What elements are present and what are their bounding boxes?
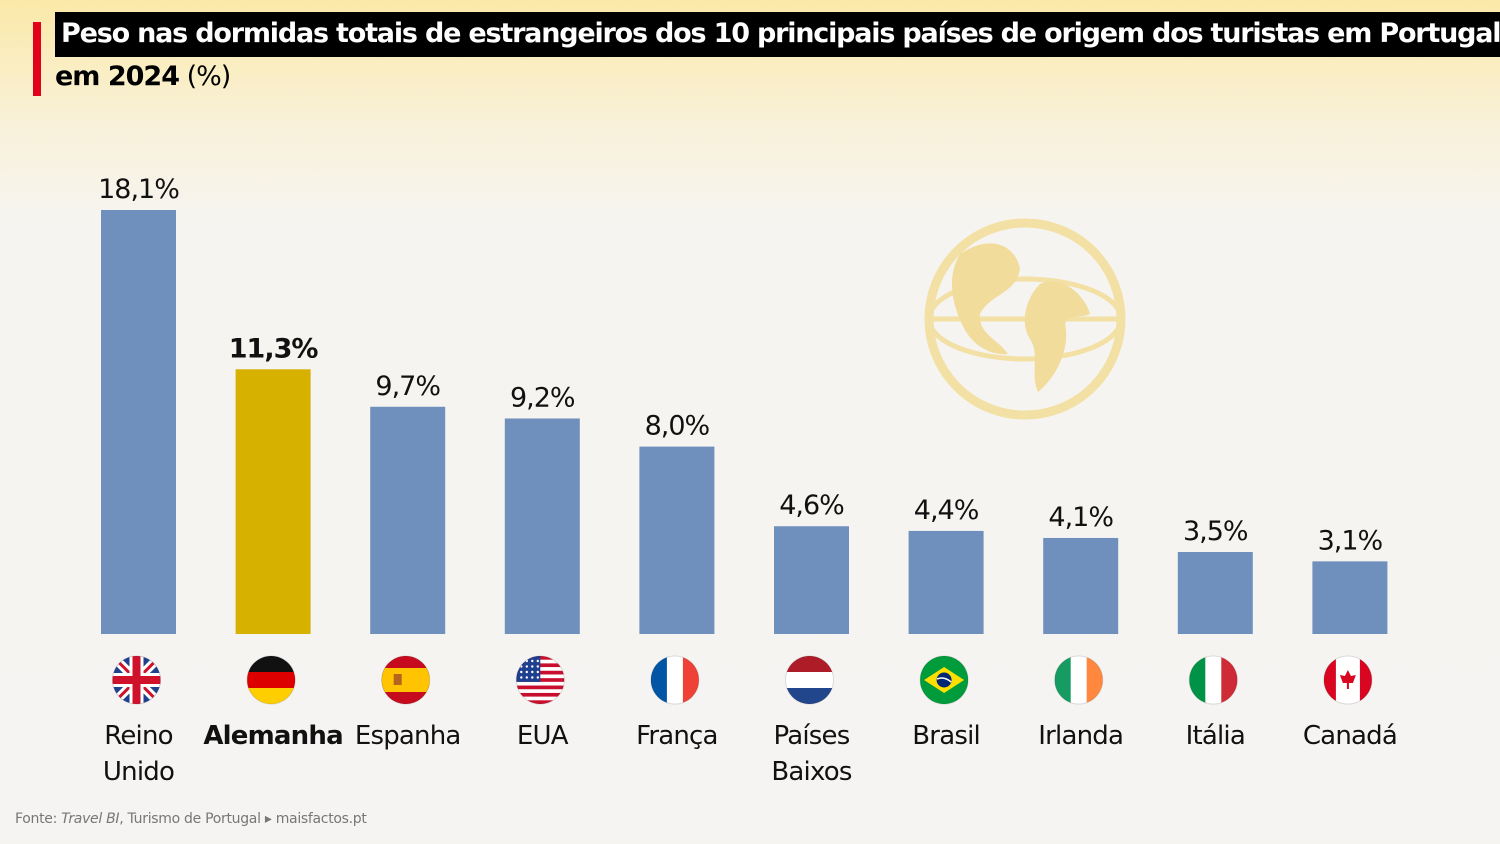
france-flag-icon (650, 655, 700, 705)
source-prefix: Fonte: (15, 811, 62, 827)
title-line-2: em 2024 (%) (55, 61, 1475, 92)
source-italic: Travel BI (61, 811, 120, 827)
category-label-line: Irlanda (1038, 721, 1123, 751)
germany-flag-icon (246, 655, 296, 705)
globe-icon (924, 218, 1126, 420)
category-label-franca: França (636, 721, 718, 751)
bar-brasil (908, 530, 984, 634)
source-note: Fonte: Travel BI, Turismo de Portugal ▸ … (15, 811, 367, 827)
bar-eua (504, 418, 580, 634)
title-year: em 2024 (55, 61, 180, 92)
bar-irlanda (1043, 537, 1119, 634)
chart-title: Peso nas dormidas totais de estrangeiros… (55, 12, 1500, 92)
value-label-italia: 3,5% (1183, 516, 1248, 547)
category-label-line: EUA (517, 721, 569, 751)
category-label-line: França (636, 721, 718, 751)
bar-group-brasil: 4,4% Brasil (908, 495, 984, 751)
category-label-alemanha: Alemanha (203, 721, 342, 751)
category-label-line: Espanha (355, 721, 461, 751)
bar-group-reino-unido: 18,1% Reino Unido (98, 174, 180, 787)
source-rest: , Turismo de Portugal ▸ maisfactos.pt (119, 811, 367, 827)
bar-group-espanha: 9,7% Espanha (355, 371, 462, 751)
category-label-italia: Itália (1186, 721, 1245, 751)
ireland-flag-icon (1054, 655, 1104, 705)
category-label-line: Unido (103, 757, 174, 787)
bar-italia (1177, 552, 1253, 634)
bar-group-franca: 8,0% França (636, 411, 718, 751)
category-label-paises-baixos: Países Baixos (771, 721, 851, 787)
value-label-paises-baixos: 4,6% (779, 490, 844, 521)
brazil-flag-icon (919, 655, 969, 705)
value-label-irlanda: 4,1% (1048, 502, 1113, 533)
bar-group-paises-baixos: 4,6% Países Baixos (771, 490, 852, 787)
value-label-brasil: 4,4% (914, 495, 979, 526)
category-label-canada: Canadá (1303, 721, 1397, 751)
category-label-eua: EUA (517, 721, 569, 751)
bar-alemanha (235, 369, 311, 634)
bar-espanha (370, 406, 446, 634)
value-label-franca: 8,0% (645, 411, 710, 442)
value-label-canada: 3,1% (1318, 525, 1383, 556)
usa-flag-icon (515, 655, 565, 705)
category-label-line: Países (774, 721, 850, 751)
title-accent-bar (33, 22, 41, 96)
category-label-espanha: Espanha (355, 721, 461, 751)
bar-paises-baixos (774, 526, 849, 634)
canada-flag-icon (1323, 655, 1373, 705)
bar-franca (639, 446, 715, 634)
value-label-reino-unido: 18,1% (98, 174, 179, 205)
bar-group-irlanda: 4,1% Irlanda (1038, 502, 1124, 751)
uk-flag-icon (112, 655, 161, 705)
bar-canada (1312, 561, 1388, 634)
category-label-line: Alemanha (203, 721, 342, 751)
category-label-line: Reino (104, 721, 173, 751)
title-unit: (%) (179, 61, 232, 92)
category-label-line: Brasil (912, 721, 980, 751)
value-label-alemanha: 11,3% (229, 333, 319, 364)
bar-group-italia: 3,5% Itália (1177, 516, 1253, 751)
bar-group-eua: 9,2% EUA (504, 382, 580, 751)
value-label-espanha: 9,7% (375, 371, 440, 402)
bar-group-alemanha: 11,3% Alemanha (203, 333, 343, 751)
category-label-line: Baixos (771, 757, 851, 787)
category-label-reino-unido: Reino Unido (103, 721, 174, 787)
bar-reino-unido (101, 210, 176, 634)
category-label-irlanda: Irlanda (1038, 721, 1123, 751)
netherlands-flag-icon (785, 655, 834, 705)
category-label-brasil: Brasil (912, 721, 980, 751)
title-boxed-text: Peso nas dormidas totais de estrangeiros… (55, 12, 1500, 57)
category-label-line: Canadá (1303, 721, 1397, 751)
italy-flag-icon (1188, 655, 1238, 705)
value-label-eua: 9,2% (510, 382, 575, 413)
category-label-line: Itália (1186, 721, 1245, 751)
spain-flag-icon (381, 655, 431, 705)
bar-group-canada: 3,1% Canadá (1303, 525, 1398, 751)
